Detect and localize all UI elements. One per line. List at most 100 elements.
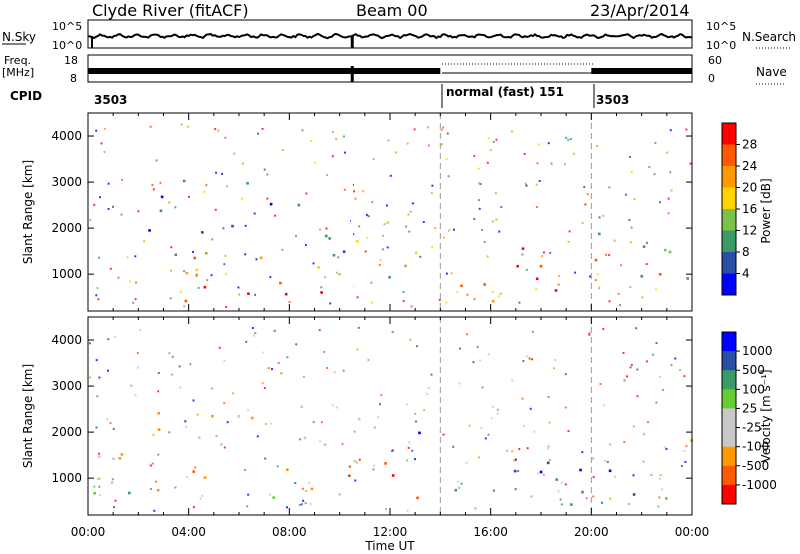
speckle-mark [478,182,481,185]
colorbar-tick-label: 500 [742,363,765,377]
speckle-mark [224,136,227,139]
colorbar-swatch [722,332,736,352]
speckle-mark [581,451,584,454]
speckle-mark [358,458,361,461]
speckle-mark [613,239,616,242]
speckle-mark [130,384,133,387]
speckle-mark [414,412,417,415]
speckle-mark [354,197,357,200]
speckle-mark [338,493,341,496]
speckle-mark [225,273,227,275]
nsky-line [87,32,693,40]
colorbar-swatch [722,123,736,145]
scatter-mark-0 [300,405,304,409]
speckle-mark [657,505,660,508]
speckle-mark [407,213,410,216]
speckle-mark [288,301,291,303]
speckle-mark [302,376,305,378]
speckle-mark [598,286,601,289]
speckle-mark [589,275,591,278]
speckle-mark [143,240,146,243]
speckle-mark [352,233,355,236]
scatter-mark-3 [272,496,275,499]
speckle-mark [550,162,553,165]
x-tick-label: 00:00 [675,525,710,539]
speckle-mark [356,348,359,351]
speckle-mark [378,263,381,266]
scatter-mark-0 [323,443,327,446]
scatter-mark-8 [598,232,601,236]
colorbar-tick-label: 24 [742,159,757,173]
speckle-mark [535,183,538,186]
speckle-mark [521,397,524,400]
speckle-mark [111,478,114,481]
scatter-mark-3 [297,203,301,207]
speckle-mark [366,236,369,239]
speckle-mark [304,502,307,505]
speckle-mark [557,283,560,286]
speckle-mark [365,213,368,216]
speckle-mark [281,248,284,251]
speckle-mark [270,422,273,425]
speckle-mark [134,298,137,301]
speckle-mark [189,363,192,366]
speckle-mark [114,335,116,338]
speckle-mark [112,205,114,208]
speckle-mark [402,291,405,293]
speckle-mark [684,460,687,463]
speckle-mark [88,342,91,345]
speckle-mark [387,139,390,142]
speckle-mark [642,460,645,463]
speckle-mark [415,345,418,348]
x-tick-label: 00:00 [71,525,106,539]
speckle-mark [152,188,155,191]
y-tick-label: 3000 [51,379,82,393]
speckle-mark [549,251,552,254]
scatter-mark-8 [591,457,595,460]
speckle-mark [264,457,267,460]
speckle-mark [476,345,479,348]
scatter-mark-7 [539,264,543,268]
speckle-mark [221,172,224,175]
speckle-mark [409,210,412,213]
speckle-mark [635,327,638,330]
speckle-mark [537,143,540,146]
speckle-mark [480,427,483,430]
speckle-mark [511,130,513,133]
speckle-mark [136,366,139,369]
speckle-mark [107,182,110,185]
speckle-mark [548,421,551,424]
speckle-mark [247,409,250,412]
speckle-mark [614,475,616,478]
speckle-mark [629,156,631,158]
speckle-mark [214,208,217,211]
speckle-mark [320,286,323,289]
speckle-mark [103,127,106,130]
speckle-mark [584,203,587,206]
speckle-mark [335,138,338,140]
speckle-mark [281,149,284,151]
scatter-mark-0 [197,436,201,439]
speckle-mark [667,197,670,200]
speckle-mark [109,267,112,270]
scatter-mark-7 [608,469,612,473]
nave-tick-top: 60 [708,54,722,67]
speckle-mark [535,288,538,291]
speckle-mark [547,447,550,450]
speckle-mark [95,129,98,132]
speckle-mark [362,190,365,193]
speckle-mark [134,394,137,397]
freq-label: Freq. [4,54,31,67]
speckle-mark [223,446,226,449]
scatter-mark-9 [594,258,598,262]
scatter-mark-0 [211,414,214,418]
speckle-mark [96,395,99,398]
scatter-mark-3 [201,231,204,234]
speckle-mark [481,386,484,389]
data-gap [350,133,353,301]
scatter-mark-2 [332,253,336,257]
scatter-mark-1 [185,271,189,275]
colorbar-swatch [722,273,736,296]
speckle-mark [531,358,534,361]
speckle-mark [533,430,536,433]
